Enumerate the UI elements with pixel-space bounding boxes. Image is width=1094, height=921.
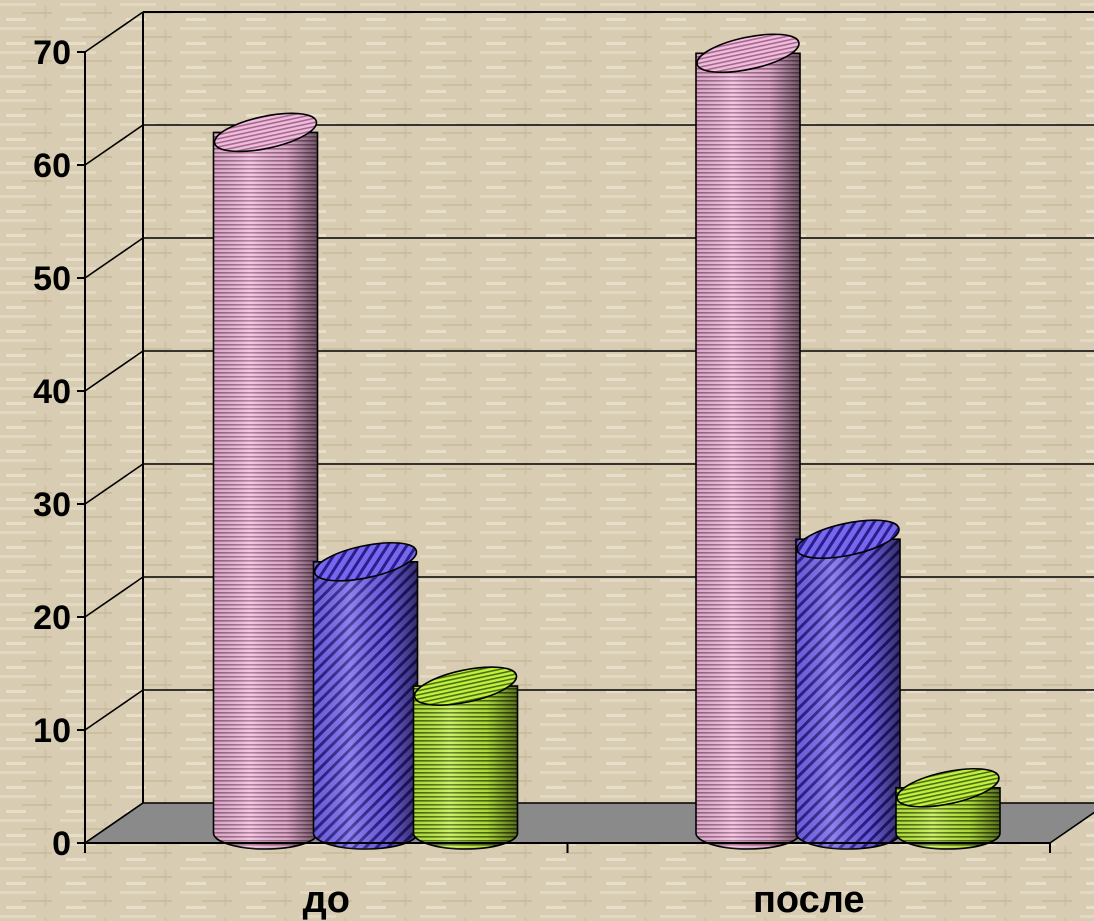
y-tick-label: 50 [33, 260, 71, 298]
bar-3-до [412, 666, 519, 850]
bar-top [896, 767, 1000, 808]
bar-shade [213, 132, 318, 849]
axes [77, 51, 1051, 853]
bar-1-после [695, 33, 801, 850]
bar-shade [796, 539, 900, 849]
bars [212, 33, 1001, 850]
gridline-side [84, 11, 144, 53]
gridline-side [84, 576, 144, 618]
bar-3-после [895, 767, 1001, 850]
y-tick-labels: 0 10 20 30 40 50 60 70 [33, 34, 71, 863]
x-category-label: до [303, 879, 350, 921]
gridline-side [84, 237, 144, 279]
y-tick-label: 40 [33, 373, 71, 411]
bar-top [696, 33, 800, 74]
y-tick-label: 30 [33, 486, 71, 524]
bar-top [796, 519, 900, 560]
bar-2-до [312, 541, 419, 850]
gridline-side [84, 689, 144, 731]
bar-1-до [212, 112, 319, 850]
y-tick-label: 0 [52, 825, 71, 863]
y-tick-label: 20 [33, 599, 71, 637]
gridline-side [84, 124, 144, 166]
bar-2-после [795, 519, 901, 850]
bar-top [313, 541, 418, 582]
bar-top [213, 112, 318, 153]
y-tick-label: 60 [33, 147, 71, 185]
bar-shade [413, 686, 518, 849]
gridline-side [84, 350, 144, 392]
y-tick-label: 10 [33, 712, 71, 750]
bar-top [413, 666, 518, 706]
bar-shade [696, 53, 800, 850]
x-category-label: после [753, 879, 865, 921]
bar-shade [313, 561, 418, 849]
x-category-labels: до после [303, 879, 865, 921]
gridline-side [84, 463, 144, 505]
y-tick-label: 70 [33, 34, 71, 72]
